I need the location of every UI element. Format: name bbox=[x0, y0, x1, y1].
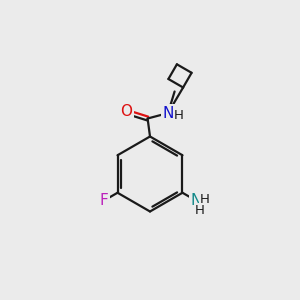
Text: H: H bbox=[174, 109, 183, 122]
Text: H: H bbox=[195, 204, 205, 217]
Text: N: N bbox=[162, 106, 174, 121]
Text: O: O bbox=[121, 104, 133, 119]
Text: F: F bbox=[100, 193, 108, 208]
Text: N: N bbox=[190, 193, 202, 208]
Text: H: H bbox=[200, 193, 210, 206]
